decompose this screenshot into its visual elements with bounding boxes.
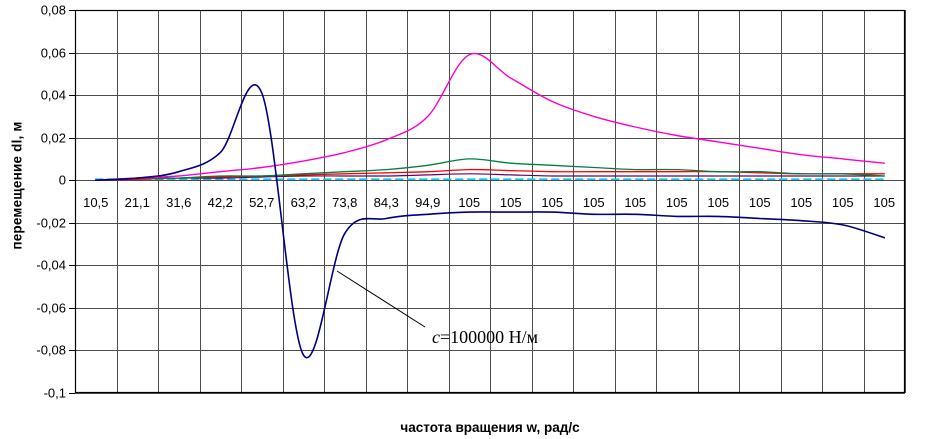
y-tick-label: 0,02 [41,131,66,146]
category-label: 105 [583,195,605,210]
series-line-1 [95,83,886,359]
y-tick-label: 0,04 [41,88,66,103]
category-label: 105 [790,195,812,210]
category-label: 10,5 [83,195,108,210]
category-label: 94,9 [415,195,440,210]
series-line-3 [95,158,885,181]
category-label: 84,3 [374,195,399,210]
y-tick-label: -0,02 [36,216,66,231]
x-axis-title: частота вращения w, рад/с [400,420,580,435]
category-label: 63,2 [291,195,316,210]
y-tick-label: -0,04 [36,258,66,273]
y-tick-label: -0,1 [44,386,66,401]
category-label: 105 [666,195,688,210]
series-line-4 [95,168,885,181]
category-label: 105 [624,195,646,210]
category-label: 31,6 [166,195,191,210]
category-label: 105 [832,195,854,210]
category-label: 52,7 [249,195,274,210]
category-label: 42,2 [208,195,233,210]
series-line-2 [95,52,885,181]
category-label: 105 [458,195,480,210]
y-tick-label: 0,06 [41,46,66,61]
y-tick-label: 0,08 [41,3,66,18]
annotation-leader-line [336,270,426,328]
category-label: 21,1 [125,195,150,210]
category-label: 105 [541,195,563,210]
plot-border [74,9,906,394]
category-label: 105 [707,195,729,210]
y-tick-label: -0,08 [36,343,66,358]
category-label: 105 [873,195,895,210]
category-label: 105 [500,195,522,210]
y-axis-title: перемещение dl, м [9,121,25,250]
y-tick-label: -0,06 [36,301,66,316]
annotation-label: c=100000 Н/м [432,327,538,347]
series-line-5 [95,173,885,181]
y-tick-label: 0 [59,173,66,188]
category-label: 105 [749,195,771,210]
category-label: 73,8 [332,195,357,210]
